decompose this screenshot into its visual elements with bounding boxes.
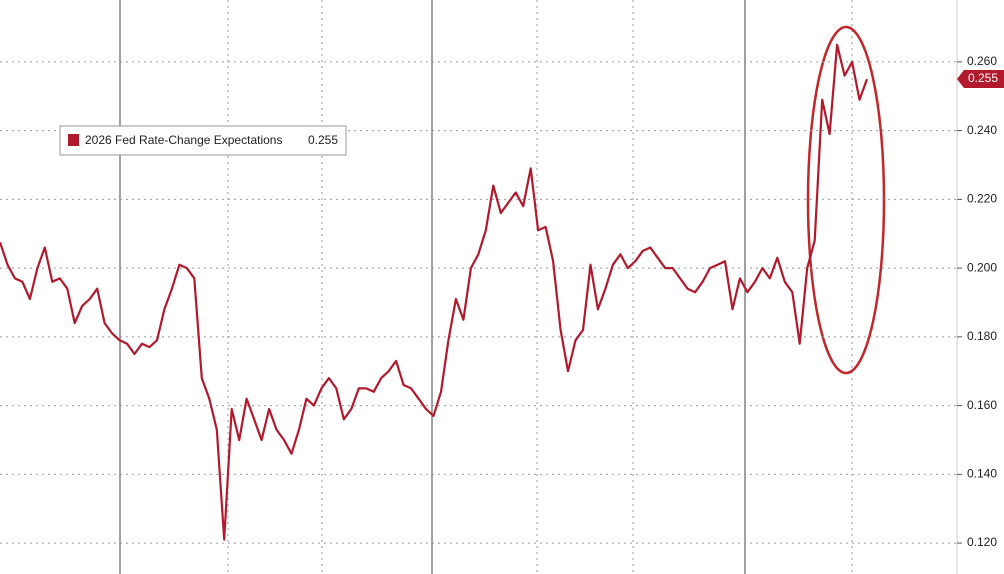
- highlight-ellipse: [806, 25, 886, 375]
- y-tick-label: 0.200: [967, 260, 997, 274]
- legend-box: [59, 125, 347, 156]
- legend-value: 0.255: [308, 133, 338, 147]
- vertical-grid: [119, 0, 853, 574]
- y-tick-label: 0.140: [967, 466, 997, 480]
- y-tick-label: 0.240: [967, 123, 997, 137]
- legend-swatch: [68, 134, 79, 146]
- legend: 2026 Fed Rate-Change Expectations 0.255: [59, 125, 347, 156]
- legend-label: 2026 Fed Rate-Change Expectations: [85, 133, 282, 147]
- y-tick-label: 0.120: [967, 535, 997, 549]
- y-tick-label: 0.160: [967, 398, 997, 412]
- y-tick-label: 0.220: [967, 192, 997, 206]
- y-tick-label: 0.180: [967, 329, 997, 343]
- last-value-tag: [957, 70, 1004, 89]
- y-tick-label: 0.260: [967, 54, 997, 68]
- series-line: [0, 43, 869, 541]
- last-value-label: 0.255: [968, 71, 998, 85]
